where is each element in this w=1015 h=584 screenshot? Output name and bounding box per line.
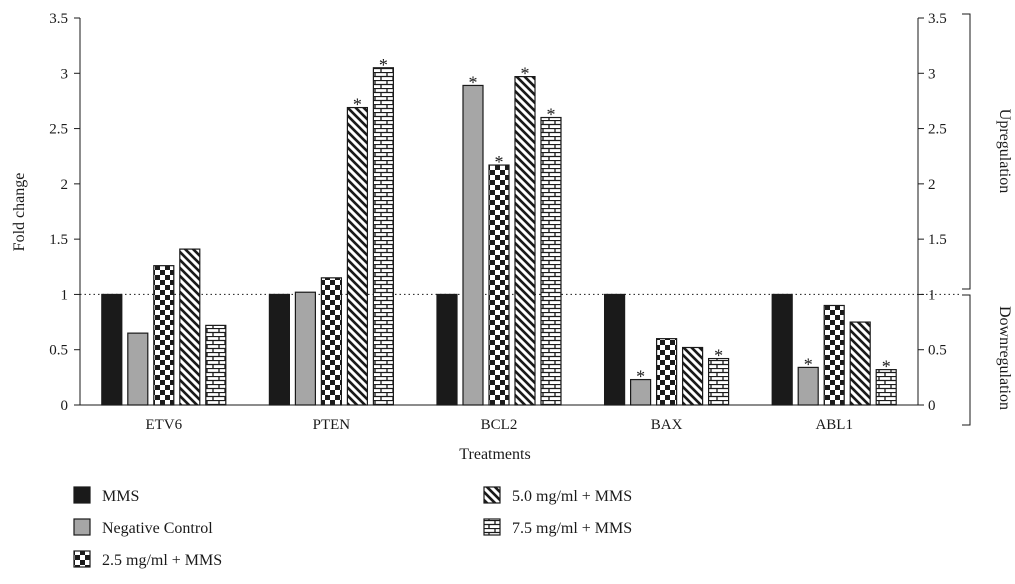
- right-tick-label: 2: [928, 177, 936, 193]
- y-axis-title: Fold change: [11, 173, 28, 252]
- significance-star: *: [495, 152, 504, 172]
- bar-pten-series-5: [372, 67, 394, 406]
- left-tick-label: 1: [61, 287, 69, 303]
- bar-bcl2-series-2: [462, 84, 484, 406]
- left-tick-label: 0.5: [49, 343, 68, 359]
- bar-bax-series-3: [655, 338, 678, 406]
- right-tick-label: 2.5: [928, 122, 947, 138]
- significance-star: *: [804, 354, 813, 374]
- right-tick-label: 0.5: [928, 343, 947, 359]
- x-axis-title: Treatments: [459, 446, 530, 463]
- bar-abl1-series-4: [849, 321, 871, 406]
- left-tick-label: 2.5: [49, 122, 68, 138]
- right-tick-label: 3.5: [928, 11, 947, 27]
- bar-bcl2-series-5: [540, 116, 562, 406]
- right-tick-label: 1.5: [928, 232, 947, 248]
- right-tick-label: 0: [928, 398, 936, 414]
- bar-bcl2-series-3: [488, 164, 510, 406]
- bar-abl1-series-3: [823, 304, 845, 406]
- legend-swatch-series-3: [73, 550, 91, 568]
- bars: [101, 67, 897, 406]
- bar-bcl2-series-1: [436, 293, 458, 406]
- significance-star: *: [469, 72, 478, 92]
- significance-star: *: [353, 95, 362, 115]
- legend-label-series-4: 5.0 mg/ml + MMS: [512, 488, 632, 505]
- category-label-bcl2: BCL2: [481, 417, 518, 433]
- left-tick-label: 1.5: [49, 232, 68, 248]
- upregulation-bracket: [962, 13, 971, 290]
- downregulation-label: Downregulation: [996, 306, 1013, 410]
- bar-abl1-series-5: [875, 369, 897, 406]
- legend: MMS Negative Control 2.5 mg/ml + MMS 5.0 mg…: [73, 486, 632, 569]
- bar-pten-series-1: [268, 293, 290, 406]
- legend-swatch-series-5: [483, 518, 501, 536]
- significance-star: *: [882, 357, 891, 377]
- bar-abl1-series-2: [797, 366, 819, 406]
- significance-star: *: [636, 367, 645, 387]
- right-tick-label: 3: [928, 66, 936, 82]
- bar-etv6-series-5: [205, 324, 227, 406]
- legend-label-series-2: Negative Control: [102, 520, 213, 537]
- bar-etv6-series-4: [179, 248, 201, 406]
- right-tick-label: 1: [928, 287, 936, 303]
- left-tick-labels: 0 0.5 1 1.5 2 2.5 3 3.5: [49, 11, 80, 414]
- legend-label-series-5: 7.5 mg/ml + MMS: [512, 520, 632, 537]
- legend-swatch-series-2: [73, 518, 91, 536]
- legend-swatch-series-4: [483, 486, 501, 504]
- category-label-bax: BAX: [651, 417, 683, 433]
- bar-pten-series-2: [294, 291, 316, 406]
- bar-etv6-series-1: [101, 293, 123, 406]
- left-tick-label: 0: [61, 398, 69, 414]
- significance-star: *: [379, 55, 388, 75]
- upregulation-label: Upregulation: [996, 109, 1013, 193]
- significance-star: *: [714, 346, 723, 366]
- bar-pten-series-4: [346, 106, 368, 406]
- bar-bax-series-5: [707, 357, 730, 406]
- bar-bax-series-4: [681, 346, 704, 406]
- regulation-brackets: Upregulation Downregulation: [962, 13, 1013, 426]
- bar-bax-series-1: [603, 293, 626, 406]
- legend-label-series-1: MMS: [102, 488, 139, 505]
- downregulation-bracket: [962, 294, 971, 426]
- bar-etv6-series-2: [127, 332, 149, 406]
- significance-markers: * * * * * * * * * *: [353, 55, 891, 387]
- left-tick-label: 3: [61, 66, 69, 82]
- bar-bcl2-series-4: [514, 76, 536, 406]
- legend-swatch-series-1: [73, 486, 91, 504]
- category-label-pten: PTEN: [313, 417, 351, 433]
- significance-star: *: [521, 64, 530, 84]
- category-labels: ETV6 PTEN BCL2 BAX ABL1: [145, 417, 852, 433]
- significance-star: *: [547, 105, 556, 125]
- category-label-abl1: ABL1: [815, 417, 853, 433]
- category-label-etv6: ETV6: [145, 417, 182, 433]
- bar-etv6-series-3: [153, 265, 175, 406]
- bar-pten-series-3: [320, 277, 342, 406]
- left-tick-label: 3.5: [49, 11, 68, 27]
- bar-abl1-series-1: [771, 293, 793, 406]
- right-tick-labels: 0 0.5 1 1.5 2 2.5 3 3.5: [918, 11, 947, 414]
- bar-bax-series-2: [629, 378, 652, 406]
- left-tick-label: 2: [61, 177, 69, 193]
- legend-label-series-3: 2.5 mg/ml + MMS: [102, 552, 222, 569]
